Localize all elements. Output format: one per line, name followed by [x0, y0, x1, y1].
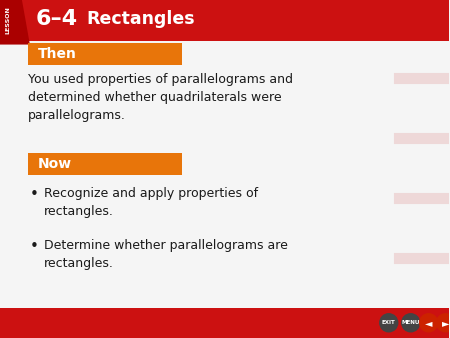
Text: EXIT: EXIT — [382, 320, 396, 325]
FancyBboxPatch shape — [28, 153, 182, 175]
Text: Then: Then — [38, 47, 77, 61]
FancyBboxPatch shape — [0, 308, 449, 338]
FancyBboxPatch shape — [28, 43, 182, 65]
Text: Rectangles: Rectangles — [87, 10, 195, 28]
Circle shape — [420, 314, 437, 332]
Text: Determine whether parallelograms are
rectangles.: Determine whether parallelograms are rec… — [44, 239, 288, 270]
Circle shape — [436, 314, 450, 332]
Polygon shape — [0, 0, 30, 45]
Text: LESSON: LESSON — [5, 6, 10, 34]
Text: You used properties of parallelograms and
determined whether quadrilaterals were: You used properties of parallelograms an… — [28, 73, 293, 122]
Circle shape — [402, 314, 420, 332]
Text: Now: Now — [38, 157, 72, 171]
Text: •: • — [29, 187, 38, 202]
Text: ◄: ◄ — [425, 318, 432, 328]
FancyBboxPatch shape — [0, 0, 449, 41]
Text: ►: ► — [442, 318, 450, 328]
Circle shape — [380, 314, 398, 332]
Text: •: • — [29, 239, 38, 254]
Text: 6–4: 6–4 — [36, 9, 78, 29]
Text: Recognize and apply properties of
rectangles.: Recognize and apply properties of rectan… — [44, 187, 258, 218]
Text: MENU: MENU — [401, 320, 420, 325]
